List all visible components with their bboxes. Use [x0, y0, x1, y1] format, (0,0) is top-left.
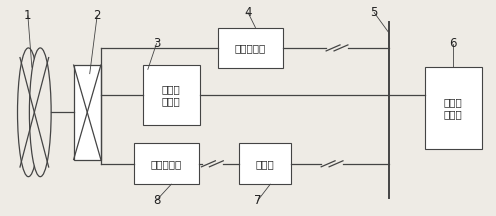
Ellipse shape — [29, 48, 51, 177]
Bar — [143, 65, 200, 125]
Text: 4: 4 — [244, 6, 252, 19]
Text: 3: 3 — [153, 37, 160, 50]
Bar — [218, 27, 283, 68]
Text: 变频器: 变频器 — [256, 159, 275, 169]
Bar — [240, 143, 291, 184]
Text: 6: 6 — [449, 37, 457, 50]
Text: 1: 1 — [24, 9, 32, 22]
Text: 柴油发电机: 柴油发电机 — [235, 43, 266, 53]
Text: 5: 5 — [371, 6, 378, 19]
Bar — [73, 65, 101, 159]
Text: 2: 2 — [93, 9, 101, 22]
Text: 船上用
电负载: 船上用 电负载 — [444, 97, 463, 119]
Bar — [425, 67, 482, 149]
Text: 7: 7 — [254, 194, 262, 207]
Text: 船舶驱
动主机: 船舶驱 动主机 — [162, 84, 181, 106]
Text: 轴带发电机: 轴带发电机 — [151, 159, 182, 169]
Ellipse shape — [17, 48, 39, 177]
Bar — [134, 143, 198, 184]
Text: 8: 8 — [153, 194, 160, 207]
